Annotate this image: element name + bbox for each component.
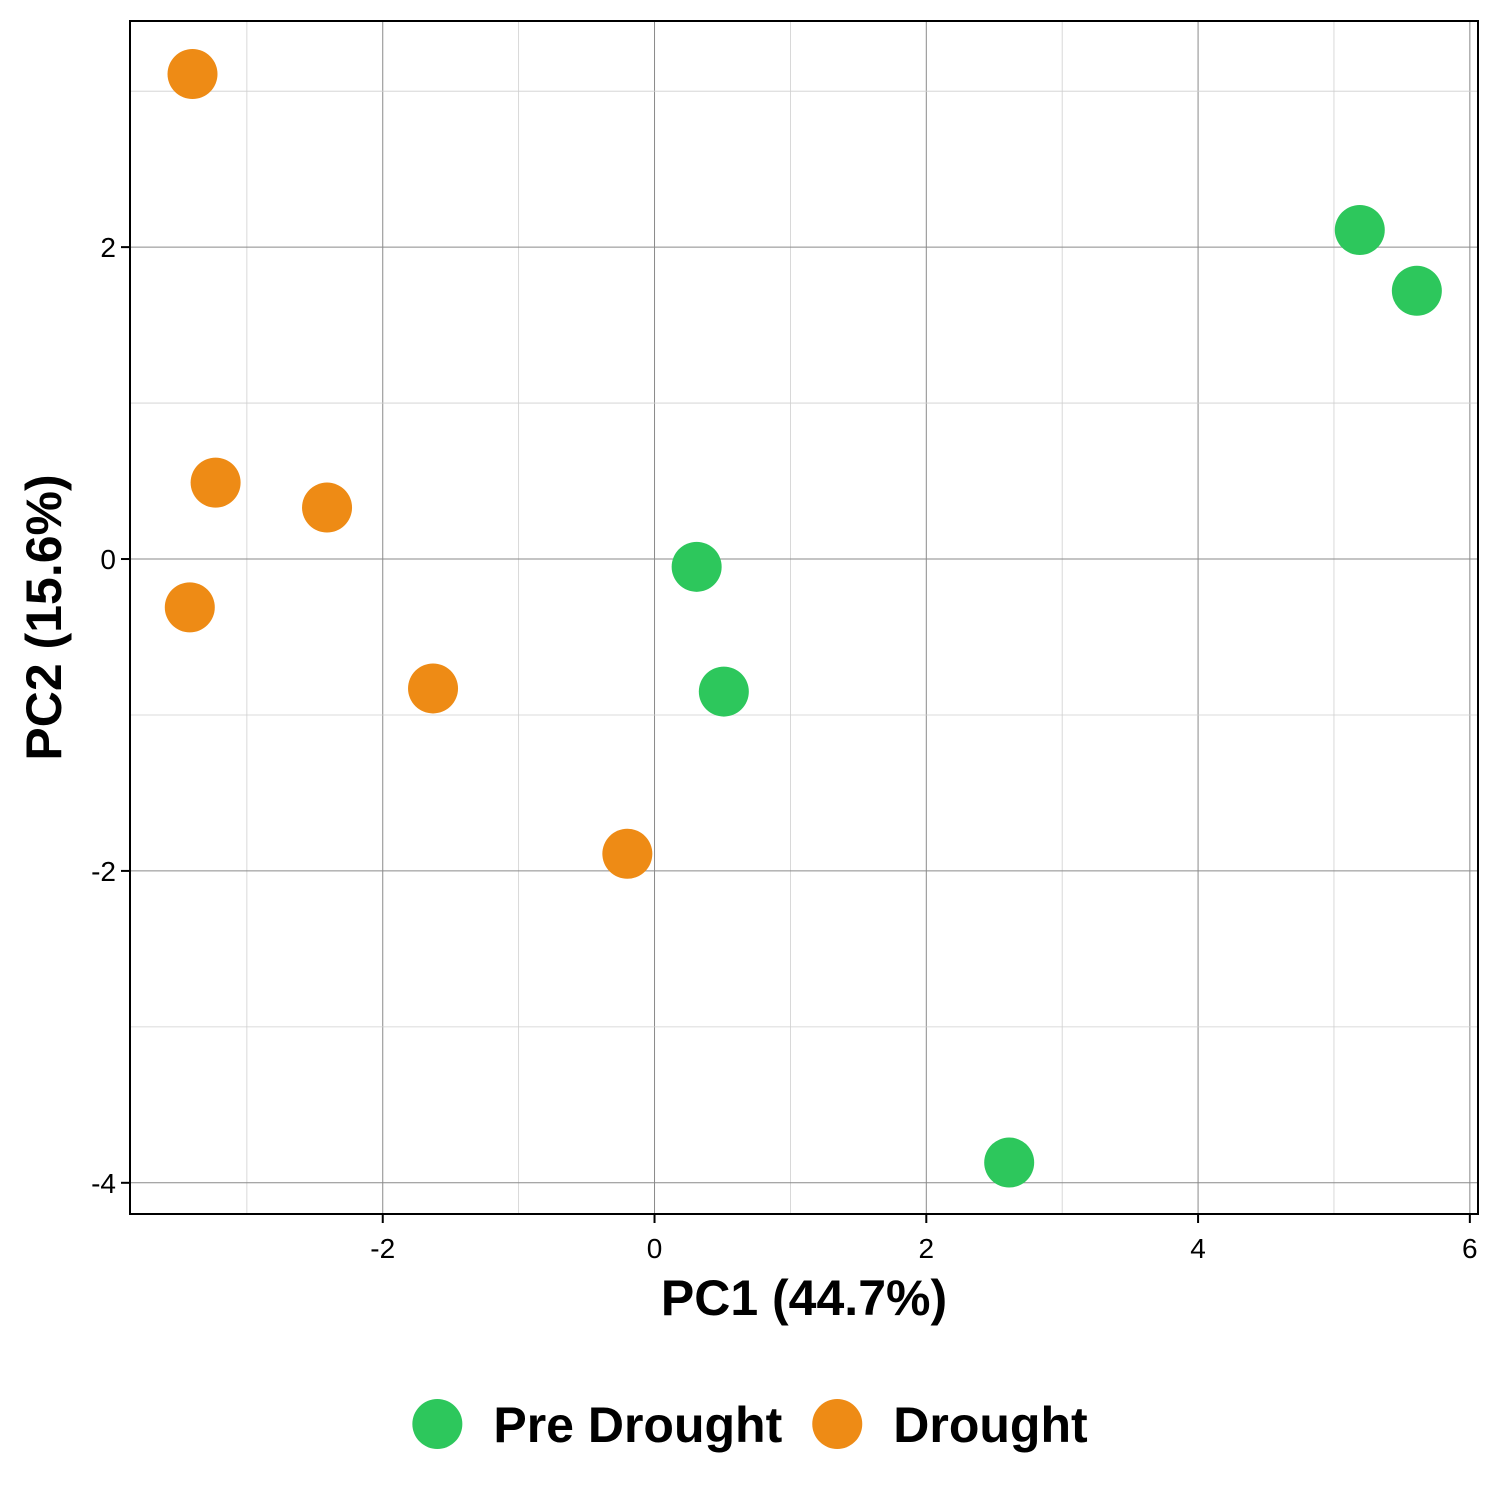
data-point: [1391, 265, 1442, 316]
x-tick-label: 0: [647, 1233, 663, 1264]
data-point: [698, 666, 749, 717]
y-tick-label: -2: [91, 856, 116, 887]
x-tick-label: 4: [1190, 1233, 1206, 1264]
x-axis-title: PC1 (44.7%): [661, 1270, 947, 1326]
legend: Pre Drought Drought: [412, 1397, 1088, 1453]
y-tick-label: 2: [100, 232, 116, 263]
x-tick-label: 6: [1462, 1233, 1478, 1264]
data-point: [190, 457, 241, 508]
y-axis-title: PC2 (15.6%): [16, 474, 72, 760]
legend-label: Pre Drought: [493, 1397, 782, 1453]
legend-item: Drought: [812, 1397, 1088, 1453]
data-point: [671, 541, 722, 592]
data-point: [302, 482, 353, 533]
axis-ticks: -2 0 2 4 6 -4 -2 0 2: [91, 232, 1478, 1264]
x-tick-label: -2: [370, 1233, 395, 1264]
data-point: [1334, 204, 1385, 255]
legend-swatch: [412, 1399, 463, 1449]
y-tick-label: 0: [100, 544, 116, 575]
data-point: [164, 582, 215, 633]
grid-lines: [130, 21, 1478, 1214]
data-point: [408, 663, 459, 714]
data-point: [167, 49, 218, 100]
legend-label: Drought: [893, 1397, 1088, 1453]
data-points: [164, 49, 1442, 1188]
legend-item: Pre Drought: [412, 1397, 783, 1453]
data-point: [602, 828, 653, 879]
legend-swatch: [812, 1399, 863, 1449]
x-tick-label: 2: [919, 1233, 935, 1264]
plot-panel-border: [129, 20, 1479, 1215]
data-point: [984, 1137, 1035, 1188]
y-tick-label: -4: [91, 1168, 116, 1199]
